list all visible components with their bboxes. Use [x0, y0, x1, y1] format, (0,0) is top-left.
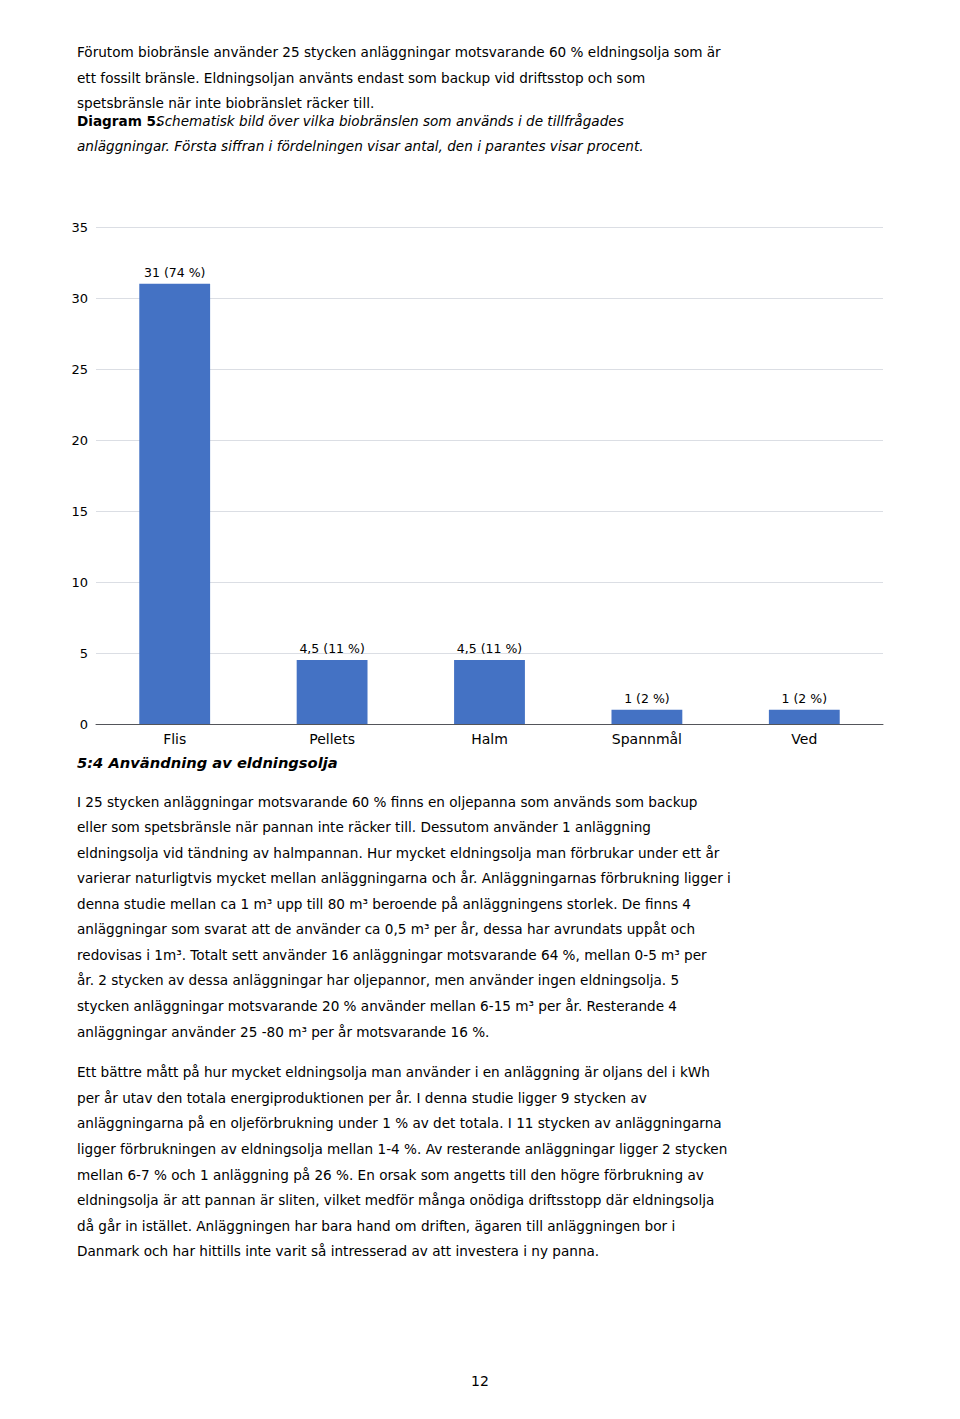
svg-text:5:4 Användning av eldningsolja: 5:4 Användning av eldningsolja	[77, 754, 338, 771]
svg-text:Diagram 5.: Diagram 5.	[77, 113, 161, 129]
svg-text:varierar naturligtvis mycket m: varierar naturligtvis mycket mellan anlä…	[77, 870, 731, 886]
svg-text:Ved: Ved	[791, 731, 817, 747]
svg-text:år. 2 stycken av dessa anläggn: år. 2 stycken av dessa anläggningar har …	[77, 972, 679, 988]
svg-text:30: 30	[71, 291, 88, 306]
svg-text:anläggningar. Första siffran i: anläggningar. Första siffran i fördelnin…	[77, 138, 644, 154]
svg-text:15: 15	[71, 504, 88, 519]
svg-text:anläggningarna på en oljeförbr: anläggningarna på en oljeförbrukning und…	[77, 1115, 722, 1131]
svg-text:4,5 (11 %): 4,5 (11 %)	[299, 641, 364, 656]
svg-text:stycken anläggningar motsvaran: stycken anläggningar motsvarande 20 % an…	[77, 998, 677, 1014]
svg-text:5: 5	[80, 646, 88, 661]
svg-text:Pellets: Pellets	[309, 731, 355, 747]
svg-text:Förutom biobränsle använder 25: Förutom biobränsle använder 25 stycken a…	[77, 44, 721, 60]
svg-text:Danmark och har hittills inte: Danmark och har hittills inte varit så i…	[77, 1243, 599, 1259]
svg-text:eldningsolja är att pannan är: eldningsolja är att pannan är sliten, vi…	[77, 1192, 714, 1208]
svg-text:12: 12	[471, 1373, 489, 1389]
svg-text:35: 35	[71, 220, 88, 235]
svg-text:ett fossilt bränsle. Eldningso: ett fossilt bränsle. Eldningsoljan använ…	[77, 70, 645, 86]
svg-text:1 (2 %): 1 (2 %)	[624, 691, 669, 706]
svg-text:Schematisk bild över vilka bio: Schematisk bild över vilka biobränslen s…	[156, 113, 624, 129]
svg-text:anläggningar som svarat att de: anläggningar som svarat att de använder …	[77, 921, 695, 937]
svg-text:mellan 6-7 % och 1 anläggning: mellan 6-7 % och 1 anläggning på 26 %. E…	[77, 1167, 704, 1183]
svg-text:redovisas i 1m³. Totalt sett a: redovisas i 1m³. Totalt sett använder 16…	[77, 947, 707, 963]
svg-text:Halm: Halm	[471, 731, 508, 747]
svg-text:Flis: Flis	[163, 731, 186, 747]
svg-text:4,5 (11 %): 4,5 (11 %)	[457, 641, 522, 656]
svg-text:0: 0	[80, 717, 88, 732]
svg-text:10: 10	[71, 575, 88, 590]
svg-text:då går in istället. Anläggning: då går in istället. Anläggningen har bar…	[77, 1218, 675, 1234]
svg-text:spetsbränsle när inte biobräns: spetsbränsle när inte biobränslet räcker…	[77, 95, 374, 111]
svg-text:anläggningar använder 25 -80 m: anläggningar använder 25 -80 m³ per år m…	[77, 1024, 489, 1040]
svg-text:25: 25	[71, 362, 88, 377]
svg-text:31 (74 %): 31 (74 %)	[144, 265, 205, 280]
svg-text:1 (2 %): 1 (2 %)	[782, 691, 827, 706]
svg-text:eller som spetsbränsle när pan: eller som spetsbränsle när pannan inte r…	[77, 819, 651, 835]
svg-text:Ett bättre mått på hur mycket: Ett bättre mått på hur mycket eldningsol…	[77, 1064, 710, 1080]
svg-text:Spannmål: Spannmål	[612, 731, 682, 747]
svg-text:ligger förbrukningen av eldnin: ligger förbrukningen av eldningsolja mel…	[77, 1141, 727, 1157]
svg-text:20: 20	[71, 433, 88, 448]
svg-text:denna studie mellan ca 1 m³ up: denna studie mellan ca 1 m³ upp till 80 …	[77, 896, 691, 912]
svg-text:I 25 stycken anläggningar mots: I 25 stycken anläggningar motsvarande 60…	[77, 794, 697, 810]
svg-text:per år utav den totala energip: per år utav den totala energiproduktione…	[77, 1090, 647, 1106]
svg-text:eldningsolja vid tändning av h: eldningsolja vid tändning av halmpannan.…	[77, 845, 720, 861]
